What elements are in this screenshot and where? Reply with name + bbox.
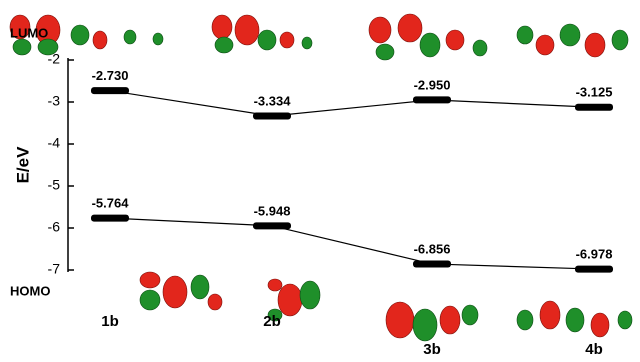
y-tick-label: -3 [48,93,61,109]
energy-level [91,87,129,94]
x-category-label: 3b [423,341,441,358]
y-tick-label: -5 [48,177,61,193]
value-label: -3.334 [254,93,292,108]
value-label: -2.730 [92,68,129,83]
energy-level [575,266,613,273]
energy-level [91,215,129,222]
homo-label: HOMO [10,283,50,298]
energy-level [413,260,451,267]
value-label: -3.125 [576,85,613,100]
chart: LUMO HOMO E/eV -7 -6 -5 -4 -3 -2 1b 2b 3b 4b -2.73… [0,0,640,362]
connector-line [110,91,594,116]
energy-level [413,96,451,103]
energy-level [253,222,291,229]
value-label: -2.950 [414,77,451,92]
y-tick-label: -6 [48,219,61,235]
x-category-label: 4b [585,341,603,358]
value-label: -6.978 [576,247,613,262]
orbital-illustrations [10,14,632,341]
y-tick-label: -4 [48,135,61,151]
y-tick-label: -2 [48,51,61,67]
y-tick-label: -7 [48,261,61,277]
value-label: -5.764 [92,196,130,211]
y-axis-label: E/eV [13,146,32,184]
x-category-label: 2b [263,313,281,330]
value-label: -6.856 [414,241,451,256]
lumo-label: LUMO [10,25,48,40]
x-category-label: 1b [101,313,119,330]
value-label: -5.948 [254,203,291,218]
energy-level [253,113,291,120]
energy-level [575,104,613,111]
connector-line [110,218,594,269]
